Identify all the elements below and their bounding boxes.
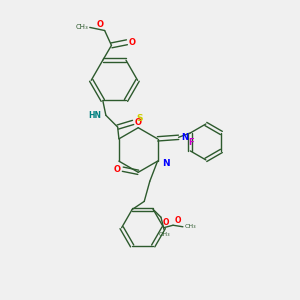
Text: O: O: [96, 20, 103, 28]
Text: O: O: [162, 218, 169, 227]
Text: CH₃: CH₃: [184, 224, 196, 229]
Text: HN: HN: [88, 111, 101, 120]
Text: N: N: [181, 133, 188, 142]
Text: O: O: [129, 38, 136, 47]
Text: O: O: [175, 216, 181, 225]
Text: O: O: [135, 118, 142, 127]
Text: N: N: [162, 158, 169, 167]
Text: F: F: [188, 138, 194, 147]
Text: CH₃: CH₃: [158, 232, 170, 237]
Text: O: O: [114, 165, 121, 174]
Text: S: S: [136, 114, 143, 123]
Text: CH₃: CH₃: [76, 24, 88, 30]
